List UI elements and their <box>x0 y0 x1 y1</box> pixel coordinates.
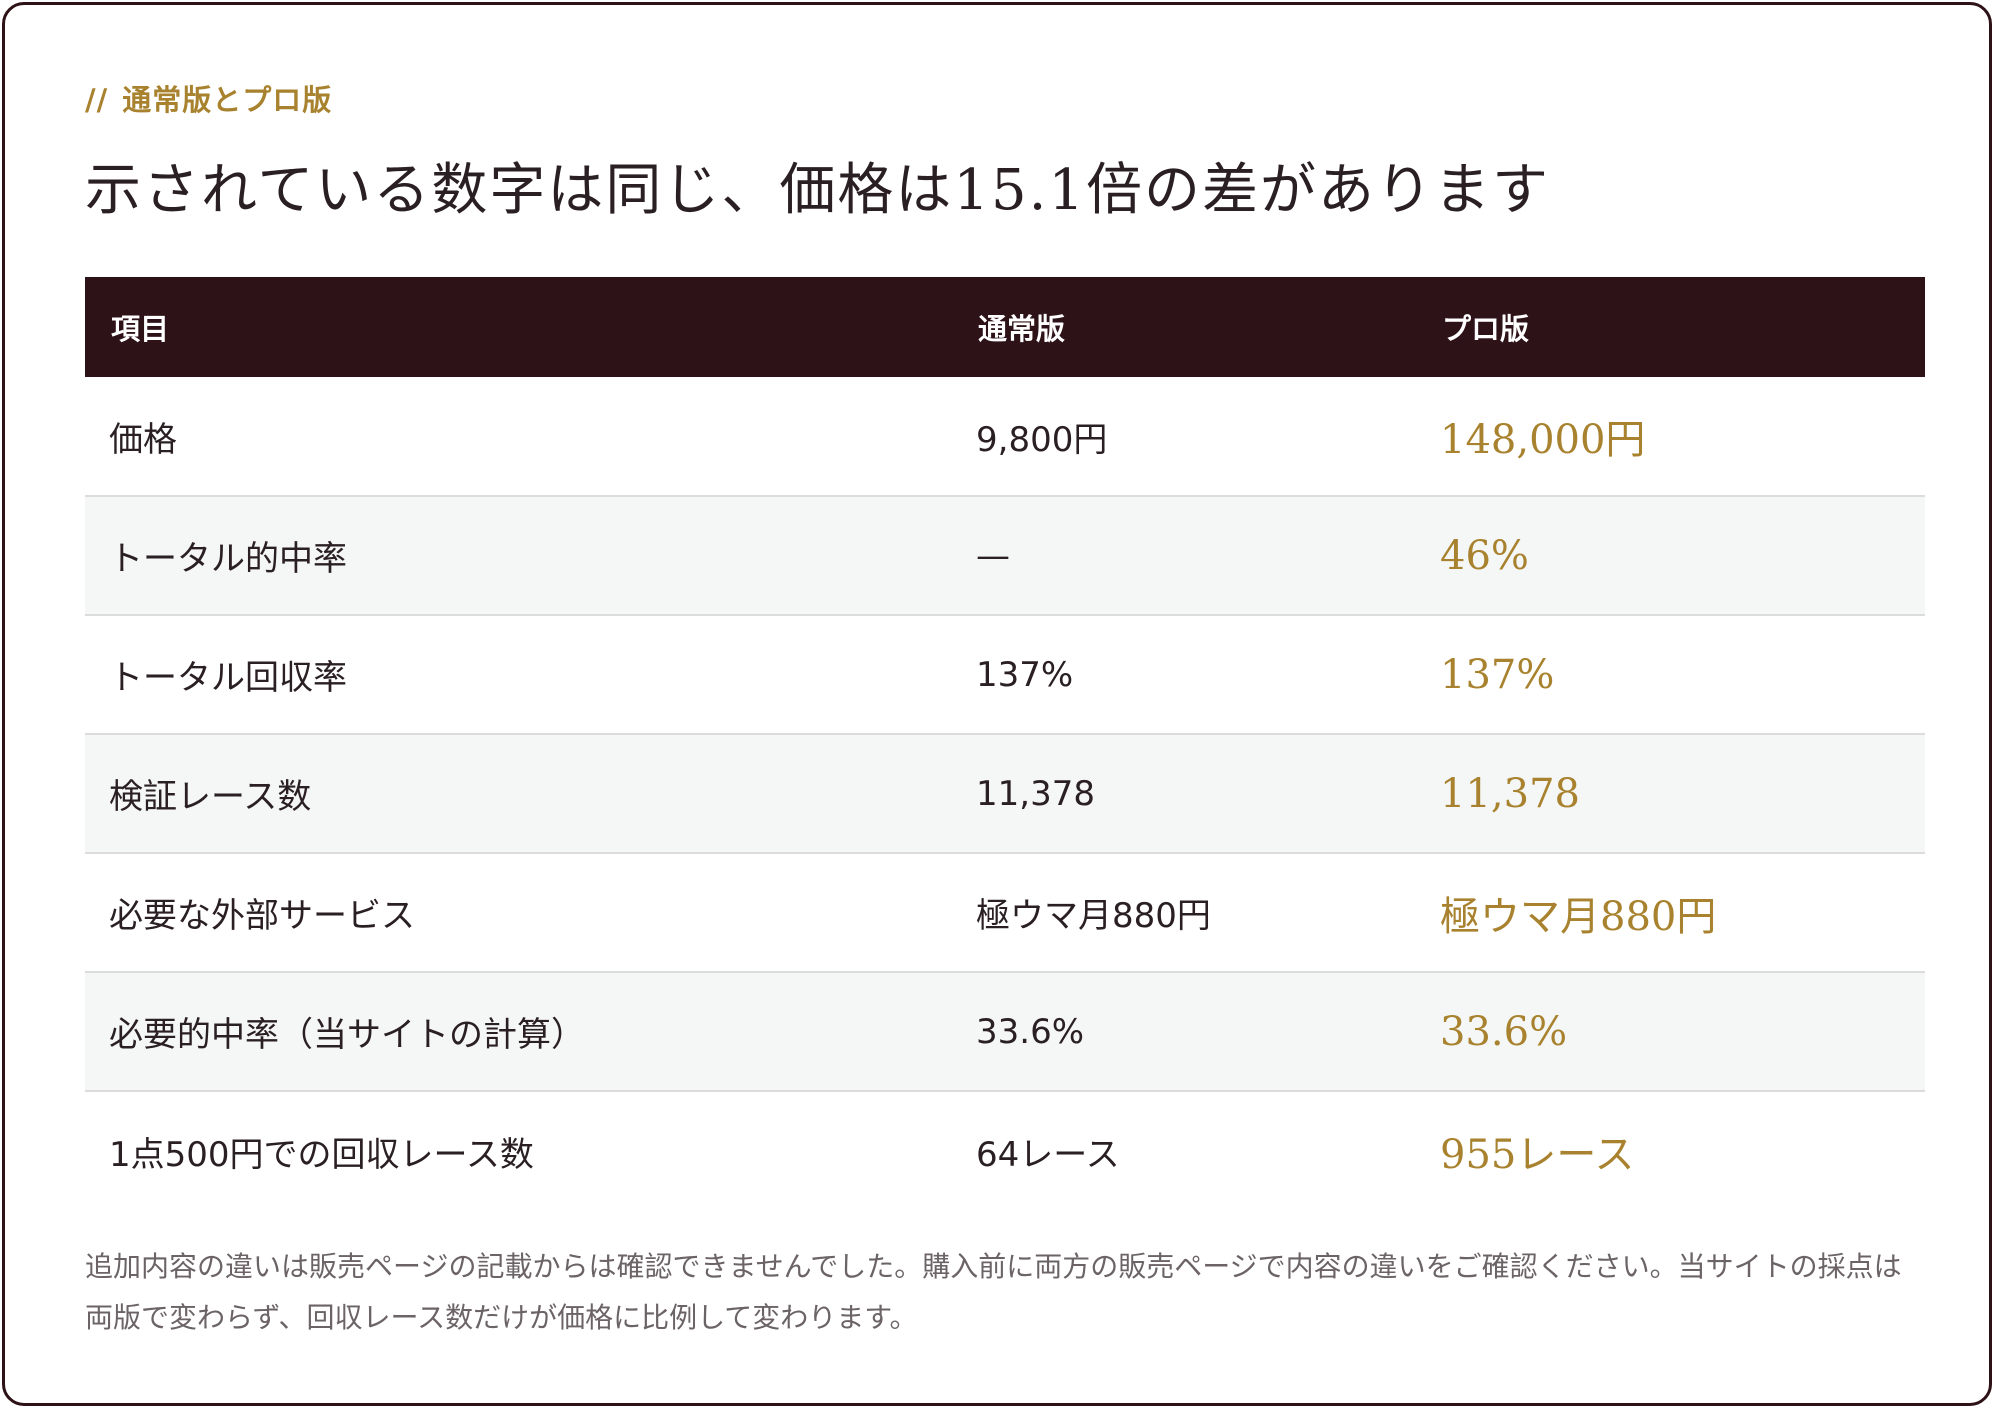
section-eyebrow: // 通常版とプロ版 <box>85 77 332 119</box>
row-pro-value: 148,000円 <box>1416 377 1925 497</box>
table-row: トータル回収率 137% 137% <box>85 615 1925 735</box>
column-header-standard: 通常版 <box>952 277 1416 377</box>
row-pro-value: 955レース <box>1440 1132 1635 1178</box>
row-standard-value: — <box>952 496 1416 616</box>
footnote: 追加内容の違いは販売ページの記載からは確認できませんでした。購入前に両方の販売ペ… <box>85 1250 1902 1334</box>
column-header-item: 項目 <box>85 277 952 377</box>
row-item-label: 1点500円での回収レース数 <box>109 1134 534 1175</box>
row-item-label: 必要な外部サービス <box>85 853 952 973</box>
row-pro-value: 33.6% <box>1416 972 1925 1092</box>
row-pro-value: 極ウマ月880円 <box>1416 853 1925 973</box>
row-item-label: 価格 <box>85 377 952 497</box>
comparison-table: 項目 通常版 プロ版 価格 9,800円 148,000円 トータル的中率 — … <box>85 277 1925 1210</box>
table-row: 必要な外部サービス 極ウマ月880円 極ウマ月880円 <box>85 853 1925 973</box>
row-standard-value: 11,378 <box>952 734 1416 854</box>
eyebrow-slashes: // <box>85 83 109 117</box>
row-pro-value: 46% <box>1416 496 1925 616</box>
row-item-label: トータル回収率 <box>85 615 952 735</box>
row-item-label: 必要的中率（当サイトの計算） <box>85 972 952 1092</box>
table-row: 検証レース数 11,378 11,378 <box>85 734 1925 854</box>
row-pro-value: 11,378 <box>1416 734 1925 854</box>
row-pro-value: 137% <box>1416 615 1925 735</box>
row-standard-value: 137% <box>952 615 1416 735</box>
table-row: 価格 9,800円 148,000円 <box>85 377 1925 497</box>
row-standard-value: 64レース <box>976 1134 1120 1175</box>
table-header-row: 項目 通常版 プロ版 <box>85 277 1925 377</box>
column-header-pro: プロ版 <box>1416 277 1925 377</box>
row-standard-value: 33.6% <box>952 972 1416 1092</box>
row-item-label: 検証レース数 <box>85 734 952 854</box>
eyebrow-label: 通常版とプロ版 <box>122 83 333 117</box>
row-item-label: トータル的中率 <box>85 496 952 616</box>
table-row: トータル的中率 — 46% <box>85 496 1925 616</box>
row-standard-value: 9,800円 <box>952 377 1416 497</box>
row-standard-value: 極ウマ月880円 <box>952 853 1416 973</box>
section-headline: 示されている数字は同じ、価格は15.1倍の差があります <box>85 158 1551 223</box>
table-row: 必要的中率（当サイトの計算） 33.6% 33.6% <box>85 972 1925 1092</box>
table-row: 1点500円での回収レース数 64レース 955レース <box>85 1091 1925 1210</box>
